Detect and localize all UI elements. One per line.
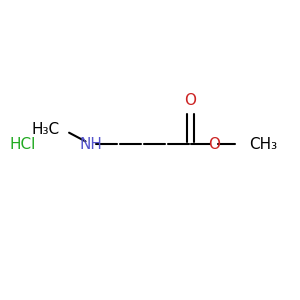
Text: CH₃: CH₃: [250, 136, 278, 152]
Text: NH: NH: [79, 136, 102, 152]
Text: HCl: HCl: [9, 136, 35, 152]
Text: O: O: [208, 136, 220, 152]
Text: O: O: [184, 93, 196, 108]
Text: H₃C: H₃C: [31, 122, 59, 137]
